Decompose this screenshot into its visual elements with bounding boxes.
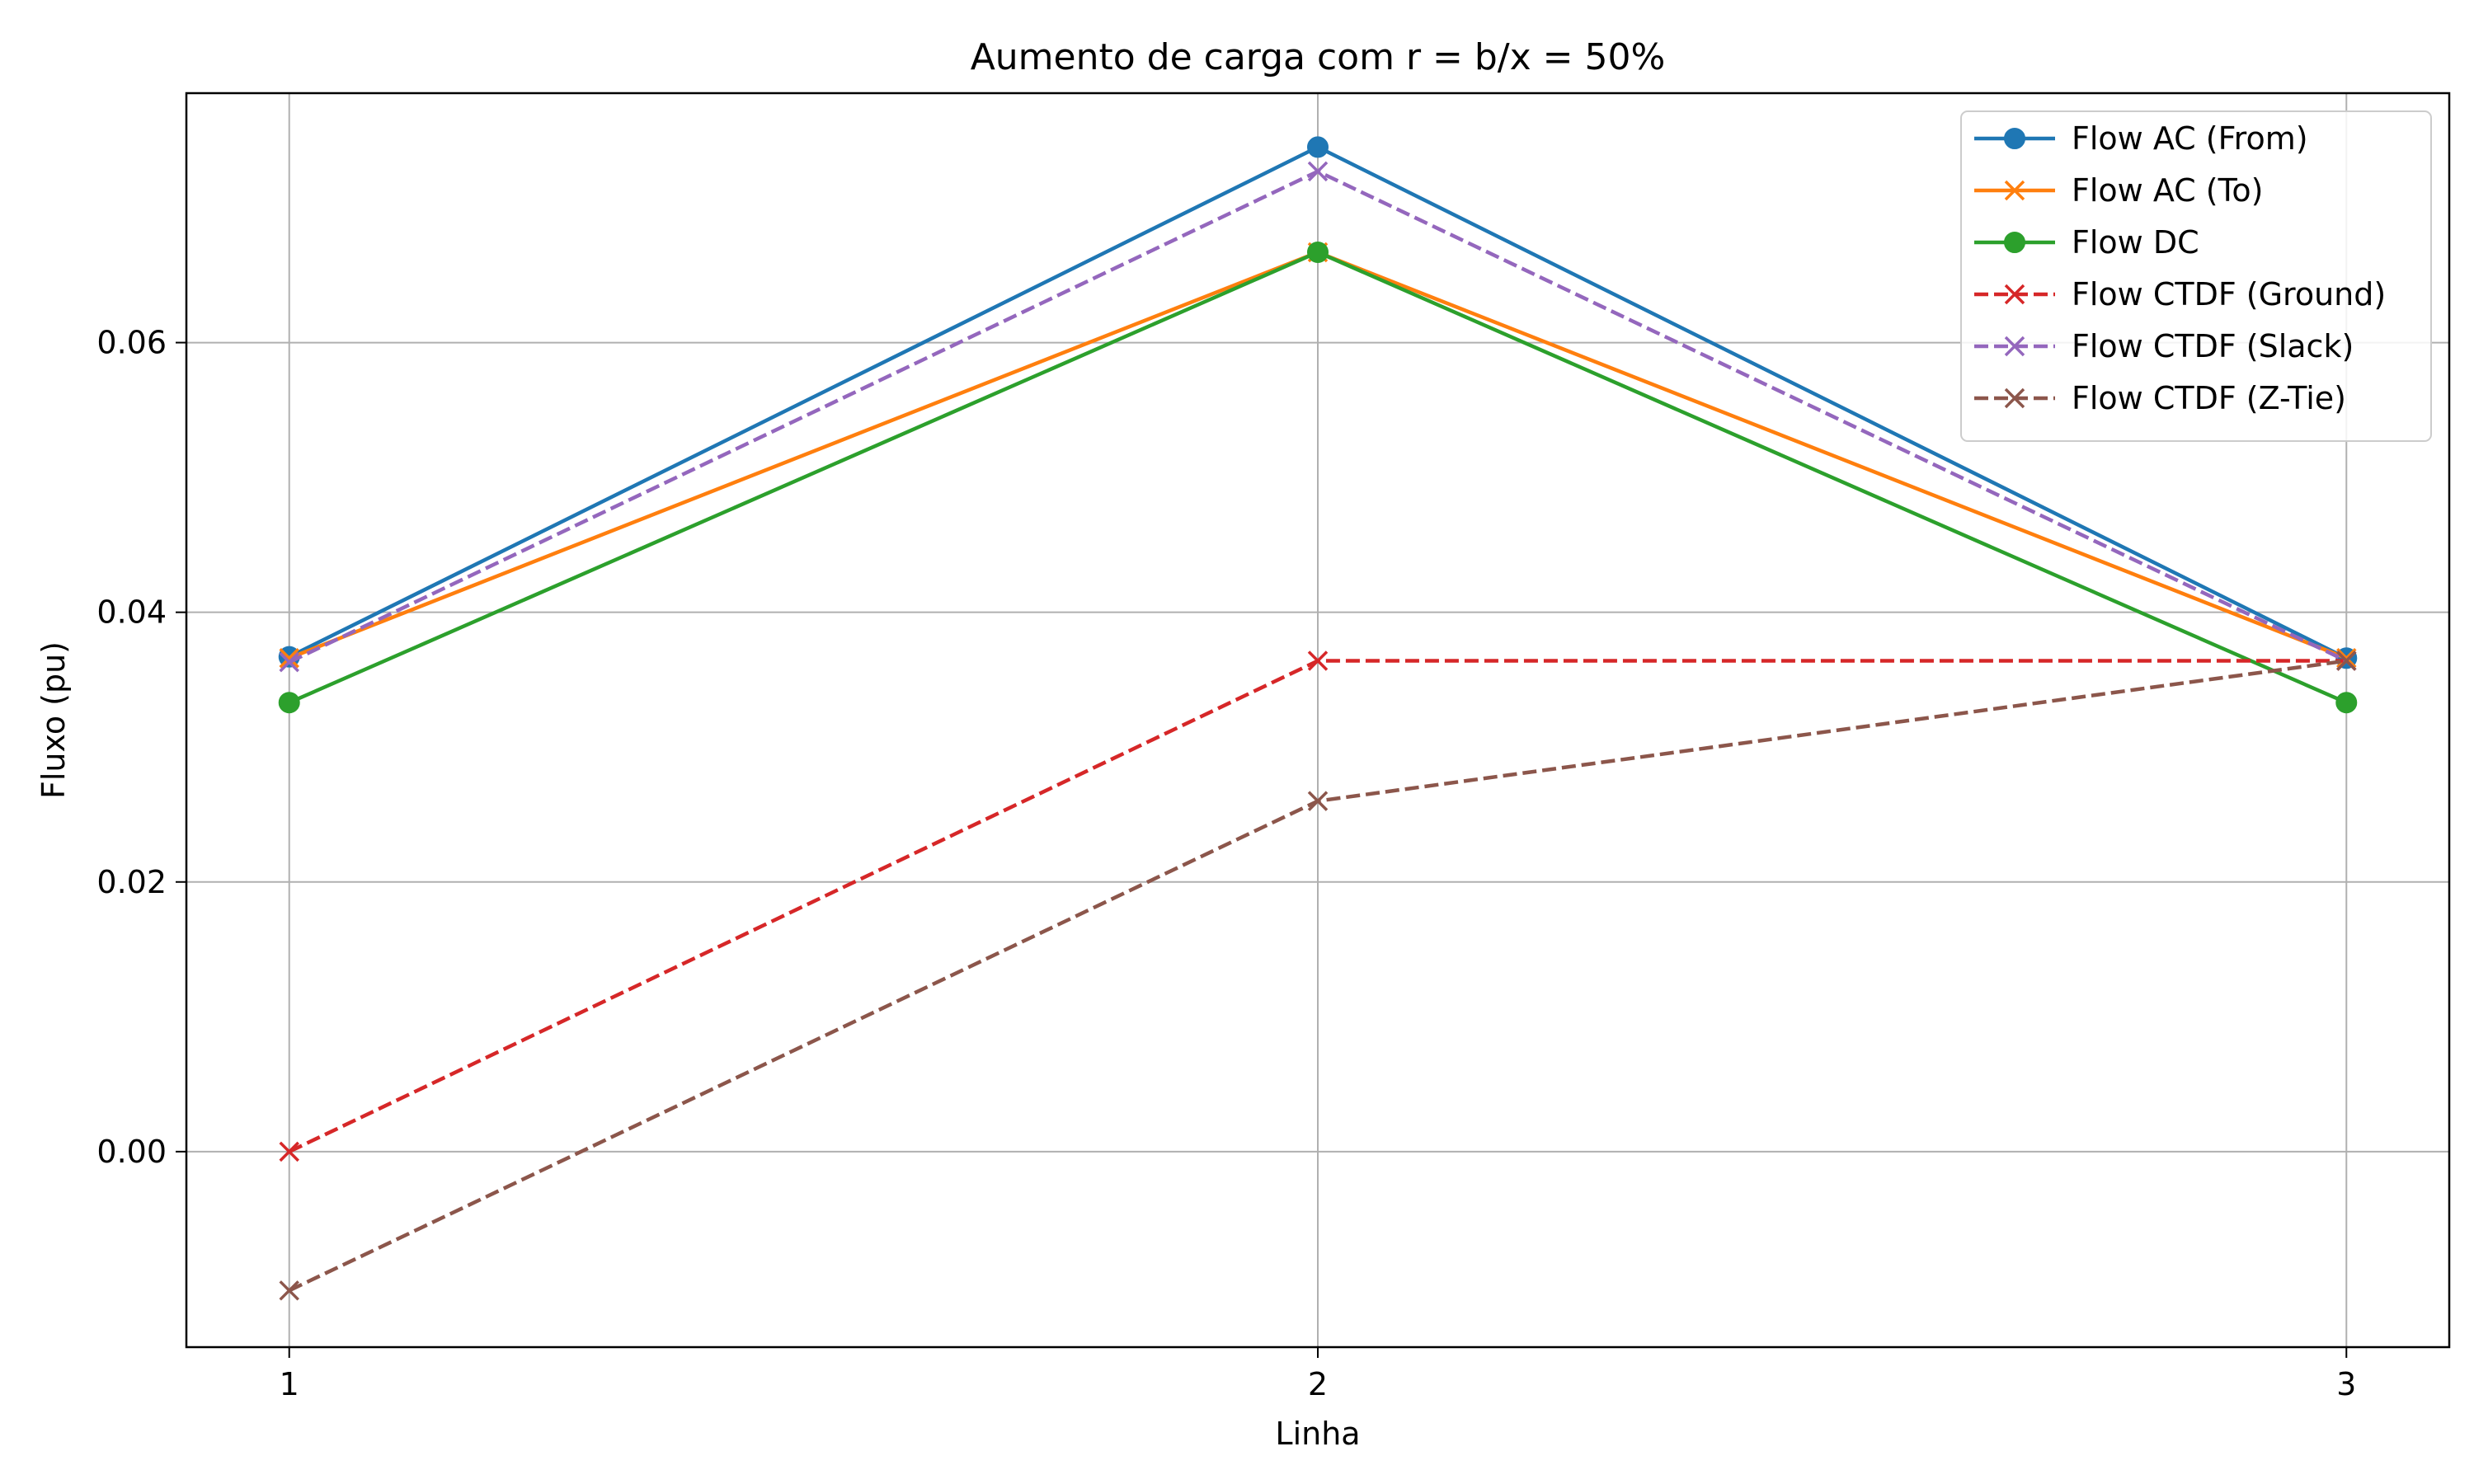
legend-label: Flow AC (To) <box>2072 172 2263 209</box>
legend-marker <box>2004 232 2025 253</box>
legend-box <box>1960 110 2432 442</box>
legend-entry: Flow CTDF (Slack) <box>1974 328 2354 364</box>
axis-ticks: 1 2 3 0.00 0.02 0.04 0.06 <box>96 325 2356 1402</box>
legend-label: Flow CTDF (Slack) <box>2072 328 2354 364</box>
data-point <box>2335 692 2358 714</box>
series-lines <box>278 136 2358 1301</box>
data-point <box>1307 241 1329 263</box>
legend-marker <box>2004 387 2025 409</box>
data-point <box>279 651 299 673</box>
legend-marker <box>2004 284 2025 305</box>
data-point <box>2336 650 2357 671</box>
data-point <box>279 1280 299 1301</box>
legend-entry: Flow AC (From) <box>1974 120 2308 157</box>
data-point <box>279 648 299 669</box>
legend: Flow AC (From) Flow AC (To) Flow DC Flow CT… <box>1960 110 2432 442</box>
legend-label: Flow CTDF (Ground) <box>2072 276 2386 312</box>
data-point <box>1307 791 1329 811</box>
x-tick-label: 3 <box>2336 1366 2356 1402</box>
series-flow-ctdf-z-tie <box>279 650 2357 1301</box>
x-axis-label: Linha <box>1275 1416 1360 1452</box>
y-axis-label: Fluxo (pu) <box>35 641 72 799</box>
data-point <box>1307 136 1329 158</box>
legend-label: Flow DC <box>2072 224 2199 261</box>
y-tick-label: 0.04 <box>96 594 167 631</box>
x-tick-label: 1 <box>280 1366 299 1402</box>
legend-entry: Flow CTDF (Ground) <box>1974 276 2386 312</box>
legend-label: Flow CTDF (Z-Tie) <box>2072 380 2346 416</box>
legend-marker <box>2004 180 2025 201</box>
legend-marker <box>2004 336 2025 357</box>
legend-entry: Flow DC <box>1974 224 2199 261</box>
chart-title: Aumento de carga com r = b/x = 50% <box>971 36 1666 78</box>
data-point <box>279 1141 299 1162</box>
y-tick-label: 0.02 <box>96 864 167 900</box>
x-tick-label: 2 <box>1308 1366 1328 1402</box>
data-point <box>1307 650 1329 671</box>
legend-marker <box>2004 128 2025 149</box>
data-point <box>2336 648 2357 669</box>
legend-entry: Flow AC (To) <box>1974 172 2263 209</box>
legend-entry: Flow CTDF (Z-Tie) <box>1974 380 2346 416</box>
y-tick-label: 0.00 <box>96 1134 167 1170</box>
y-tick-label: 0.06 <box>96 325 167 361</box>
series-flow-dc <box>278 241 2358 714</box>
data-point <box>1307 161 1329 182</box>
legend-label: Flow AC (From) <box>2072 120 2308 157</box>
data-point <box>278 692 300 714</box>
